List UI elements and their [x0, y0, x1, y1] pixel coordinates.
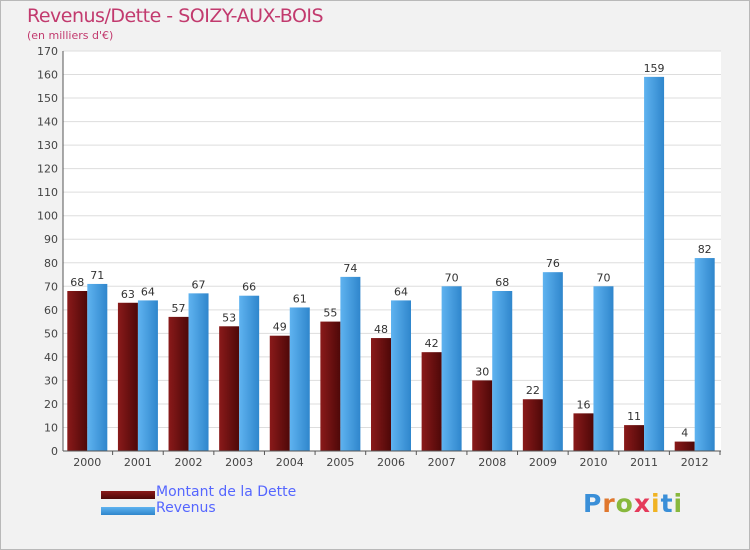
y-tick-label: 20	[44, 398, 58, 411]
bar-revenus	[694, 258, 715, 451]
y-tick-label: 150	[37, 92, 58, 105]
chart-title: Revenus/Dette - SOIZY-AUX-BOIS	[27, 5, 324, 27]
data-label: 64	[141, 285, 155, 298]
x-tick-label: 2007	[428, 456, 456, 469]
y-tick-label: 130	[37, 139, 58, 152]
data-label: 76	[546, 257, 560, 270]
legend-label-revenue: Revenus	[156, 500, 216, 516]
data-label: 67	[192, 278, 206, 291]
bar-revenus	[542, 272, 563, 451]
chart-subtitle: (en milliers d'€)	[27, 29, 114, 42]
y-tick-label: 10	[44, 421, 58, 434]
data-label: 57	[172, 302, 186, 315]
bar-dette	[269, 335, 290, 451]
bar-dette	[168, 316, 189, 451]
x-tick-label: 2000	[73, 456, 101, 469]
data-label: 61	[293, 292, 307, 305]
data-label: 159	[644, 62, 665, 75]
bar-dette	[624, 425, 645, 451]
x-tick-label: 2002	[175, 456, 203, 469]
bar-revenus	[441, 286, 462, 451]
bar-dette	[67, 291, 88, 451]
bar-revenus	[137, 300, 158, 451]
data-label: 53	[222, 311, 236, 324]
y-tick-label: 140	[37, 116, 58, 129]
bar-revenus	[644, 76, 665, 451]
data-label: 63	[121, 288, 135, 301]
bar-revenus	[188, 293, 209, 451]
data-label: 66	[242, 281, 256, 294]
data-label: 22	[526, 384, 540, 397]
bar-dette	[219, 326, 240, 451]
y-tick-label: 160	[37, 69, 58, 82]
legend-swatch-revenue	[101, 507, 155, 515]
x-tick-label: 2009	[529, 456, 557, 469]
data-label: 68	[70, 276, 84, 289]
bar-revenus	[492, 291, 513, 451]
bar-dette	[421, 352, 442, 451]
y-tick-label: 60	[44, 304, 58, 317]
bar-dette	[320, 321, 341, 451]
data-label: 70	[596, 271, 610, 284]
data-label: 48	[374, 323, 388, 336]
bar-revenus	[289, 307, 310, 451]
data-label: 82	[698, 243, 712, 256]
bar-revenus	[340, 276, 361, 451]
data-label: 11	[627, 410, 641, 423]
y-tick-label: 70	[44, 280, 58, 293]
bar-revenus	[87, 283, 108, 451]
y-tick-label: 110	[37, 186, 58, 199]
bar-dette	[573, 413, 594, 451]
y-tick-label: 40	[44, 351, 58, 364]
x-tick-label: 2010	[579, 456, 607, 469]
x-tick-label: 2004	[276, 456, 304, 469]
bar-dette	[472, 380, 493, 451]
bar-revenus	[239, 295, 260, 451]
y-tick-label: 30	[44, 374, 58, 387]
x-tick-label: 2006	[377, 456, 405, 469]
data-label: 49	[273, 321, 287, 334]
data-label: 64	[394, 285, 408, 298]
proxiti-logo: Proxiti	[583, 489, 684, 518]
y-tick-label: 0	[51, 445, 58, 458]
data-label: 42	[425, 337, 439, 350]
bar-dette	[674, 441, 695, 451]
bar-revenus	[391, 300, 411, 451]
bar-revenus	[593, 286, 614, 451]
bar-dette	[522, 399, 543, 451]
data-label: 55	[323, 307, 337, 320]
x-tick-label: 2011	[630, 456, 658, 469]
data-label: 4	[681, 427, 688, 440]
x-tick-label: 2005	[326, 456, 354, 469]
data-label: 71	[90, 269, 104, 282]
data-label: 70	[445, 271, 459, 284]
y-tick-label: 120	[37, 163, 58, 176]
legend-swatch-debt	[101, 491, 155, 499]
y-tick-label: 50	[44, 327, 58, 340]
bar-dette	[371, 338, 391, 451]
bar-dette	[117, 302, 138, 451]
data-label: 74	[343, 262, 357, 275]
x-tick-label: 2001	[124, 456, 152, 469]
x-tick-label: 2012	[681, 456, 709, 469]
y-tick-label: 90	[44, 233, 58, 246]
legend-label-debt: Montant de la Dette	[156, 484, 297, 500]
data-label: 30	[475, 365, 489, 378]
data-label: 16	[576, 398, 590, 411]
x-tick-label: 2008	[478, 456, 506, 469]
data-label: 68	[495, 276, 509, 289]
y-tick-label: 170	[37, 45, 58, 58]
y-tick-label: 80	[44, 257, 58, 270]
y-tick-label: 100	[37, 210, 58, 223]
x-tick-label: 2003	[225, 456, 253, 469]
